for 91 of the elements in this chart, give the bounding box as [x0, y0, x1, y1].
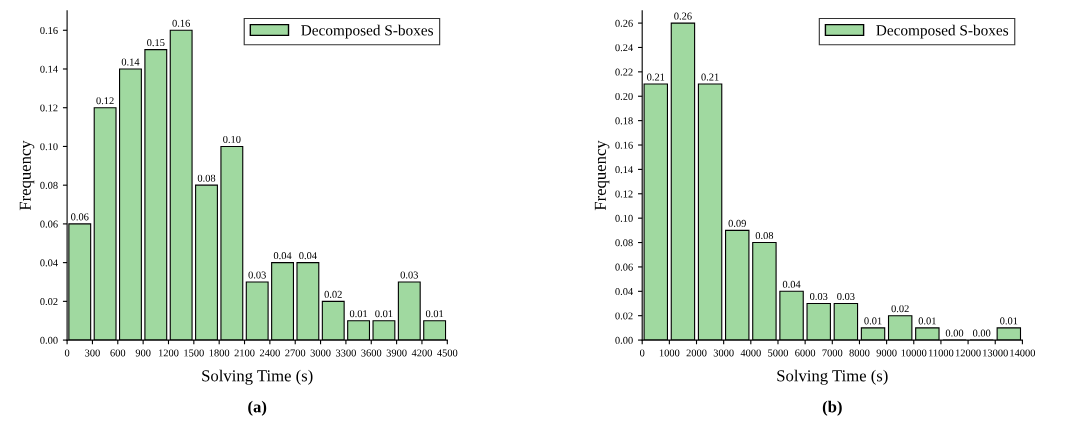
y-tick-label: 0.04 — [40, 259, 58, 267]
y-tick-label: 0.16 — [615, 141, 633, 149]
x-tick-label: 1500 — [184, 349, 204, 357]
y-tick-label: 0.24 — [615, 44, 633, 52]
data-label: 0.03 — [810, 292, 828, 301]
x-tick-label: 3600 — [361, 349, 382, 357]
data-label: 0.26 — [674, 12, 692, 20]
x-tick-label: 1200 — [158, 349, 179, 357]
data-label: 0.04 — [273, 252, 292, 260]
y-tick-label: 0.08 — [40, 181, 58, 189]
data-label: 0.16 — [172, 19, 190, 27]
x-tick-label: 5000 — [768, 349, 788, 357]
x-tick-label: 0 — [639, 349, 645, 357]
y-tick-label: 0.00 — [40, 336, 58, 344]
y-tick-label: 0.18 — [615, 117, 633, 125]
data-label: 0.15 — [147, 39, 165, 47]
legend-label: Decomposed S-boxes — [301, 24, 433, 39]
x-tick-label: 600 — [110, 349, 126, 357]
x-tick-label: 6000 — [795, 349, 816, 357]
legend-label: Decomposed S-boxes — [876, 24, 1009, 39]
x-tick-label: 3000 — [713, 349, 734, 357]
x-tick-label: 11000 — [929, 349, 954, 357]
x-axis-title: Solving Time (s) — [777, 369, 888, 385]
data-label: 0.01 — [1000, 317, 1018, 325]
x-tick-label: 2400 — [259, 349, 280, 357]
data-label: 0.21 — [701, 73, 719, 81]
data-label: 0.02 — [324, 290, 342, 298]
x-tick-label: 3900 — [386, 349, 407, 357]
y-tick-label: 0.10 — [40, 143, 58, 151]
x-tick-label: 7000 — [822, 349, 843, 357]
x-tick-label: 4200 — [411, 349, 432, 357]
data-label: 0.21 — [647, 73, 665, 81]
data-label: 0.04 — [299, 252, 317, 260]
text: (b) — [822, 400, 842, 416]
y-axis-title: Frequency — [594, 140, 610, 211]
x-tick-label: 3300 — [335, 349, 356, 357]
x-tick-label: 12000 — [955, 349, 981, 357]
data-label: 0.12 — [96, 97, 114, 105]
data-label: 0.03 — [400, 271, 418, 279]
x-tick-label: 2700 — [285, 349, 306, 357]
data-label: 0.04 — [782, 280, 801, 288]
x-tick-label: 1000 — [659, 349, 680, 357]
x-tick-label: 2000 — [686, 349, 707, 357]
y-tick-label: 0.02 — [615, 312, 633, 320]
x-axis-title: Solving Time (s) — [202, 369, 313, 385]
data-label: 0.01 — [375, 310, 393, 318]
data-label: 0.02 — [891, 305, 909, 313]
data-label: 0.01 — [918, 317, 936, 325]
y-tick-label: 0.26 — [615, 19, 633, 27]
x-tick-label: 13000 — [983, 349, 1008, 357]
x-tick-label: 4000 — [740, 349, 761, 357]
data-label: 0.03 — [837, 292, 855, 301]
y-tick-label: 0.04 — [615, 288, 633, 296]
text: (a) — [248, 400, 267, 416]
y-axis-title: Frequency — [19, 140, 35, 211]
y-tick-label: 0.12 — [40, 104, 58, 112]
x-tick-label: 900 — [135, 349, 151, 357]
x-tick-label: 14000 — [1010, 349, 1036, 357]
data-label: 0.06 — [71, 213, 89, 221]
x-tick-label: 4500 — [437, 349, 458, 357]
x-tick-label: 3000 — [310, 349, 331, 357]
data-label: 0.10 — [223, 135, 241, 143]
x-tick-label: 0 — [64, 349, 70, 357]
data-label: 0.01 — [349, 310, 368, 318]
data-label: 0.09 — [728, 219, 746, 227]
y-tick-label: 0.14 — [40, 65, 58, 73]
y-tick-label: 0.22 — [615, 68, 633, 76]
data-label: 0.01 — [864, 317, 882, 325]
data-label: 0.03 — [248, 271, 266, 279]
y-tick-label: 0.14 — [615, 166, 633, 174]
y-tick-label: 0.06 — [615, 263, 633, 271]
data-label: 0.14 — [121, 58, 140, 66]
x-tick-label: 2100 — [234, 349, 255, 357]
x-tick-label: 10000 — [901, 349, 927, 357]
data-label: 0.08 — [755, 232, 774, 240]
x-tick-label: 1800 — [209, 349, 230, 357]
y-tick-label: 0.12 — [615, 190, 633, 198]
x-tick-label: 9000 — [876, 349, 897, 357]
y-tick-label: 0.08 — [615, 239, 633, 247]
x-tick-label: 8000 — [849, 349, 870, 357]
x-tick-label: 300 — [85, 349, 100, 357]
data-label: 0.01 — [425, 310, 444, 318]
y-tick-label: 0.02 — [40, 298, 58, 306]
data-label: 0.00 — [972, 329, 991, 337]
y-tick-label: 0.20 — [615, 92, 633, 101]
data-label: 0.00 — [945, 329, 964, 337]
y-tick-label: 0.06 — [40, 220, 58, 228]
y-tick-label: 0.10 — [615, 214, 633, 222]
data-label: 0.08 — [197, 174, 216, 182]
y-tick-label: 0.00 — [615, 336, 633, 344]
y-tick-label: 0.16 — [40, 26, 58, 35]
